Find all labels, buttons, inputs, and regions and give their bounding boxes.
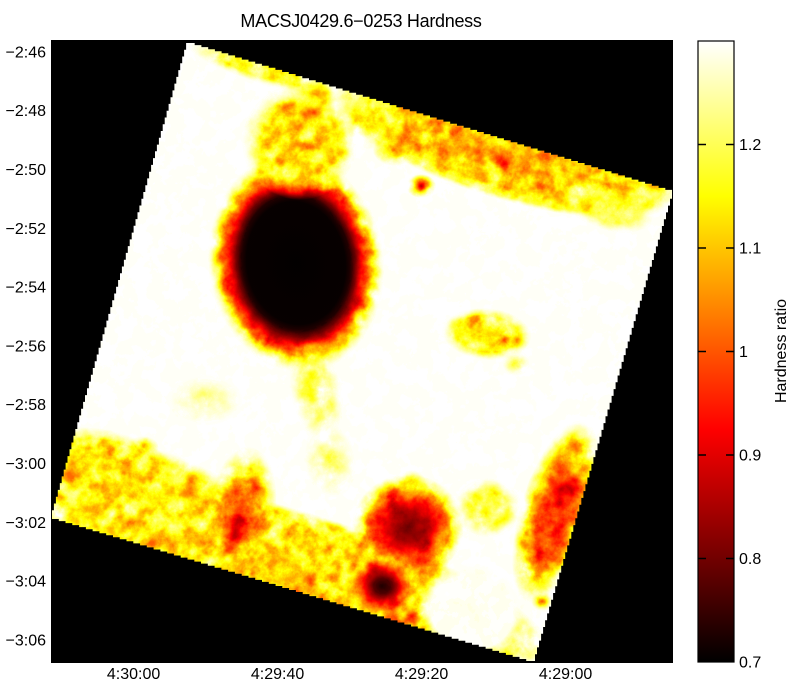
svg-text:−2:52: −2:52 [6,221,47,238]
svg-text:1.2: 1.2 [739,137,761,154]
svg-text:0.9: 0.9 [739,447,761,464]
svg-text:−2:56: −2:56 [6,338,47,355]
svg-text:−2:50: −2:50 [6,162,47,179]
svg-text:−3:00: −3:00 [6,456,47,473]
svg-text:Hardness ratio: Hardness ratio [773,299,790,403]
svg-text:4:30:00: 4:30:00 [107,666,160,683]
svg-text:1.1: 1.1 [739,240,761,257]
svg-text:1: 1 [739,344,748,361]
svg-text:4:29:20: 4:29:20 [395,666,448,683]
svg-text:−2:54: −2:54 [6,280,47,297]
svg-text:0.7: 0.7 [739,654,761,671]
svg-text:4:29:00: 4:29:00 [539,666,592,683]
svg-text:MACSJ0429.6−0253 Hardness: MACSJ0429.6−0253 Hardness [240,11,481,31]
svg-text:0.8: 0.8 [739,551,761,568]
svg-text:−2:58: −2:58 [6,397,47,414]
svg-text:−3:04: −3:04 [6,574,47,591]
svg-text:4:29:40: 4:29:40 [251,666,304,683]
svg-text:−2:46: −2:46 [6,44,47,61]
svg-text:−3:02: −3:02 [6,515,47,532]
svg-text:−3:06: −3:06 [6,632,47,649]
svg-text:−2:48: −2:48 [6,103,47,120]
